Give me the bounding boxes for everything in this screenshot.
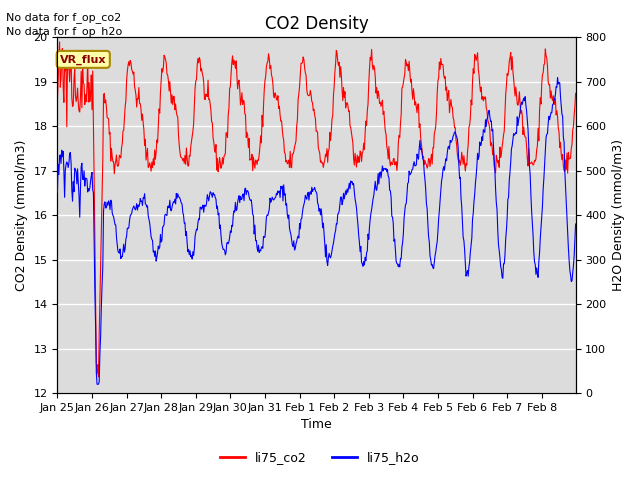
Y-axis label: CO2 Density (mmol/m3): CO2 Density (mmol/m3) (15, 140, 28, 291)
Title: CO2 Density: CO2 Density (264, 15, 369, 33)
Text: No data for f_op_h2o: No data for f_op_h2o (6, 26, 123, 37)
Text: VR_flux: VR_flux (60, 54, 106, 64)
Y-axis label: H2O Density (mmol/m3): H2O Density (mmol/m3) (612, 139, 625, 291)
Legend: li75_co2, li75_h2o: li75_co2, li75_h2o (215, 446, 425, 469)
Text: No data for f_op_co2: No data for f_op_co2 (6, 12, 122, 23)
X-axis label: Time: Time (301, 419, 332, 432)
